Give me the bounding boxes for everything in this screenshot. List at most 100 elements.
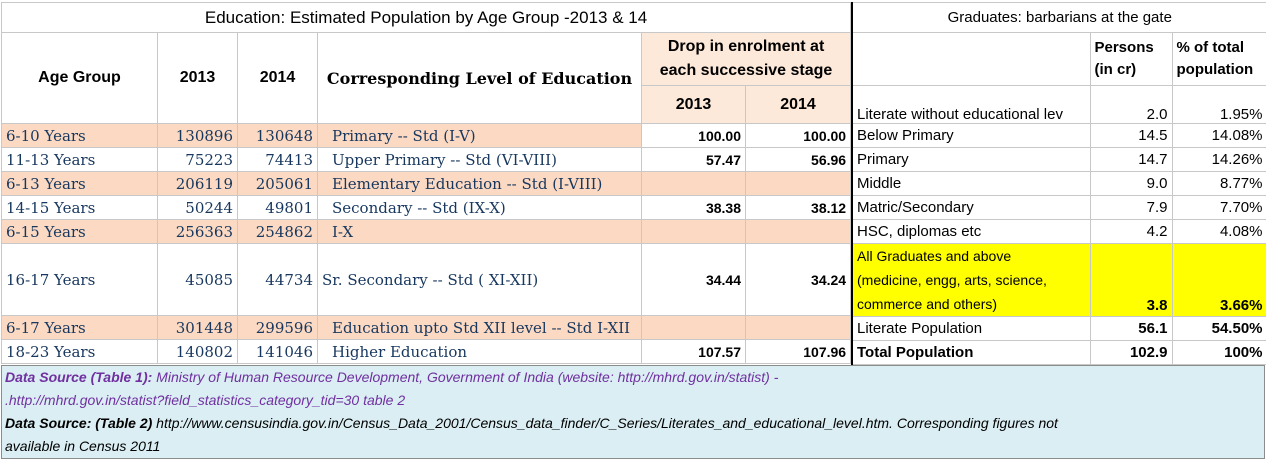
total-row: Total Population 102.9 100% (851, 340, 1266, 365)
source2-text: http://www.censusindia.gov.in/Census_Dat… (152, 415, 1058, 431)
row-persons: 2.0 (1089, 85, 1173, 124)
pct-line1: % of total (1176, 39, 1245, 56)
drop-2013 (641, 315, 746, 340)
source2-line2: available in Census 2011 (5, 438, 161, 454)
level-cell: Secondary -- Std (IX-X) (317, 195, 642, 220)
table-row: 16-17 Years 45085 44734 Sr. Secondary --… (1, 243, 852, 316)
age-cell: 6-10 Years (1, 123, 158, 148)
value-2014: 254862 (237, 219, 318, 244)
source2-line1: Data Source: (Table 2) http://www.census… (5, 412, 1261, 435)
literate-persons: 56.1 (1089, 316, 1173, 341)
total-label: Total Population (851, 340, 1091, 365)
row-label: HSC, diplomas etc (851, 219, 1091, 244)
value-2014: 44734 (237, 243, 318, 316)
value-2014: 130648 (237, 123, 318, 148)
source1-line1: Data Source (Table 1): Ministry of Human… (5, 366, 1261, 389)
drop-2013: 100.00 (641, 123, 746, 148)
source1-text: Ministry of Human Resource Development, … (152, 369, 779, 385)
col-drop-2013: 2013 (641, 85, 746, 124)
table-row: 6-17 Years 301448 299596 Education upto … (1, 315, 852, 340)
drop-2013 (641, 171, 746, 196)
age-cell: 14-15 Years (1, 195, 158, 220)
value-2014: 205061 (237, 171, 318, 196)
value-2014: 299596 (237, 315, 318, 340)
col-pct: % of total population (1171, 32, 1266, 86)
total-persons: 102.9 (1089, 340, 1173, 365)
level-cell: Sr. Secondary -- Std ( XI-XII) (317, 243, 642, 316)
row-persons: 4.2 (1089, 219, 1173, 244)
graduates-row: All Graduates and above (medicine, engg,… (851, 243, 1266, 317)
age-cell: 6-17 Years (1, 315, 158, 340)
literate-row: Literate Population 56.1 54.50% (851, 316, 1266, 341)
table-row: 6-13 Years 206119 205061 Elementary Educ… (1, 171, 852, 196)
level-cell: Higher Education (317, 339, 642, 364)
header-blank (851, 32, 1091, 86)
pct-line2: population (1176, 61, 1254, 78)
drop-2013: 107.57 (641, 339, 746, 364)
table-row: 14-15 Years 50244 49801 Secondary -- Std… (1, 195, 852, 220)
row-pct: 8.77% (1171, 171, 1266, 196)
table-row: 6-10 Years 130896 130648 Primary -- Std … (1, 123, 852, 148)
row-pct: 14.08% (1171, 123, 1266, 148)
drop-2014 (744, 219, 852, 244)
drop-2013: 57.47 (641, 147, 746, 172)
graduates-line3: commerce and others) (857, 296, 998, 312)
drop-2014: 100.00 (744, 123, 852, 148)
graduates-line2: (medicine, engg, arts, science, (857, 272, 1047, 288)
drop-2014 (744, 171, 852, 196)
drop-2013: 34.44 (641, 243, 746, 316)
row-label: Matric/Secondary (851, 195, 1091, 220)
level-cell: Primary -- Std (I-V) (317, 123, 642, 148)
row-label: Literate without educational lev (851, 85, 1091, 124)
row-label: Below Primary (851, 123, 1091, 148)
table-row: Literate without educational lev 2.0 1.9… (851, 85, 1266, 124)
value-2013: 256363 (157, 219, 238, 244)
table-row: Below Primary 14.5 14.08% (851, 123, 1266, 148)
graduates-line1: All Graduates and above (857, 248, 1012, 264)
age-cell: 11-13 Years (1, 147, 158, 172)
row-persons: 14.5 (1089, 123, 1173, 148)
col-age-group: Age Group (1, 32, 158, 124)
source2-label: Data Source: (Table 2) (5, 415, 153, 431)
row-pct: 1.95% (1171, 85, 1266, 124)
age-cell: 6-15 Years (1, 219, 158, 244)
drop-2014: 107.96 (744, 339, 852, 364)
table-row: Middle 9.0 8.77% (851, 171, 1266, 196)
row-persons: 9.0 (1089, 171, 1173, 196)
drop-2013 (641, 219, 746, 244)
table-row: 18-23 Years 140802 141046 Higher Educati… (1, 339, 852, 364)
value-2013: 50244 (157, 195, 238, 220)
col-level: Corresponding Level of Education (317, 32, 642, 124)
drop-2014: 38.12 (744, 195, 852, 220)
value-2013: 45085 (157, 243, 238, 316)
value-2014: 49801 (237, 195, 318, 220)
drop-header-line1: Drop in enrolment at (667, 38, 825, 55)
table1-title: Education: Estimated Population by Age G… (0, 2, 852, 33)
drop-header-line2: each successive stage (659, 62, 833, 79)
drop-2014 (744, 315, 852, 340)
graduates-pct: 3.66% (1171, 243, 1266, 317)
row-pct: 14.26% (1171, 147, 1266, 172)
age-cell: 16-17 Years (1, 243, 158, 316)
row-pct: 7.70% (1171, 195, 1266, 220)
graduates-label: All Graduates and above (medicine, engg,… (851, 243, 1091, 317)
value-2013: 130896 (157, 123, 238, 148)
level-cell: Education upto Std XII level -- Std I-XI… (317, 315, 642, 340)
table2-title: Graduates: barbarians at the gate (851, 2, 1266, 33)
age-cell: 6-13 Years (1, 171, 158, 196)
drop-2014: 34.24 (744, 243, 852, 316)
level-cell: Upper Primary -- Std (VI-VIII) (317, 147, 642, 172)
enrolment-table: Education: Estimated Population by Age G… (0, 2, 852, 364)
level-cell: Elementary Education -- Std (I-VIII) (317, 171, 642, 196)
value-2014: 74413 (237, 147, 318, 172)
source1-line2: .http://mhrd.gov.in/statist?field_statis… (5, 392, 406, 408)
table-row: Primary 14.7 14.26% (851, 147, 1266, 172)
row-label: Middle (851, 171, 1091, 196)
value-2013: 206119 (157, 171, 238, 196)
row-pct: 4.08% (1171, 219, 1266, 244)
col-persons: Persons (in cr) (1089, 32, 1173, 86)
value-2014: 141046 (237, 339, 318, 364)
graduates-persons: 3.8 (1089, 243, 1173, 317)
drop-2013: 38.38 (641, 195, 746, 220)
data-sources: Data Source (Table 1): Ministry of Human… (1, 365, 1265, 459)
